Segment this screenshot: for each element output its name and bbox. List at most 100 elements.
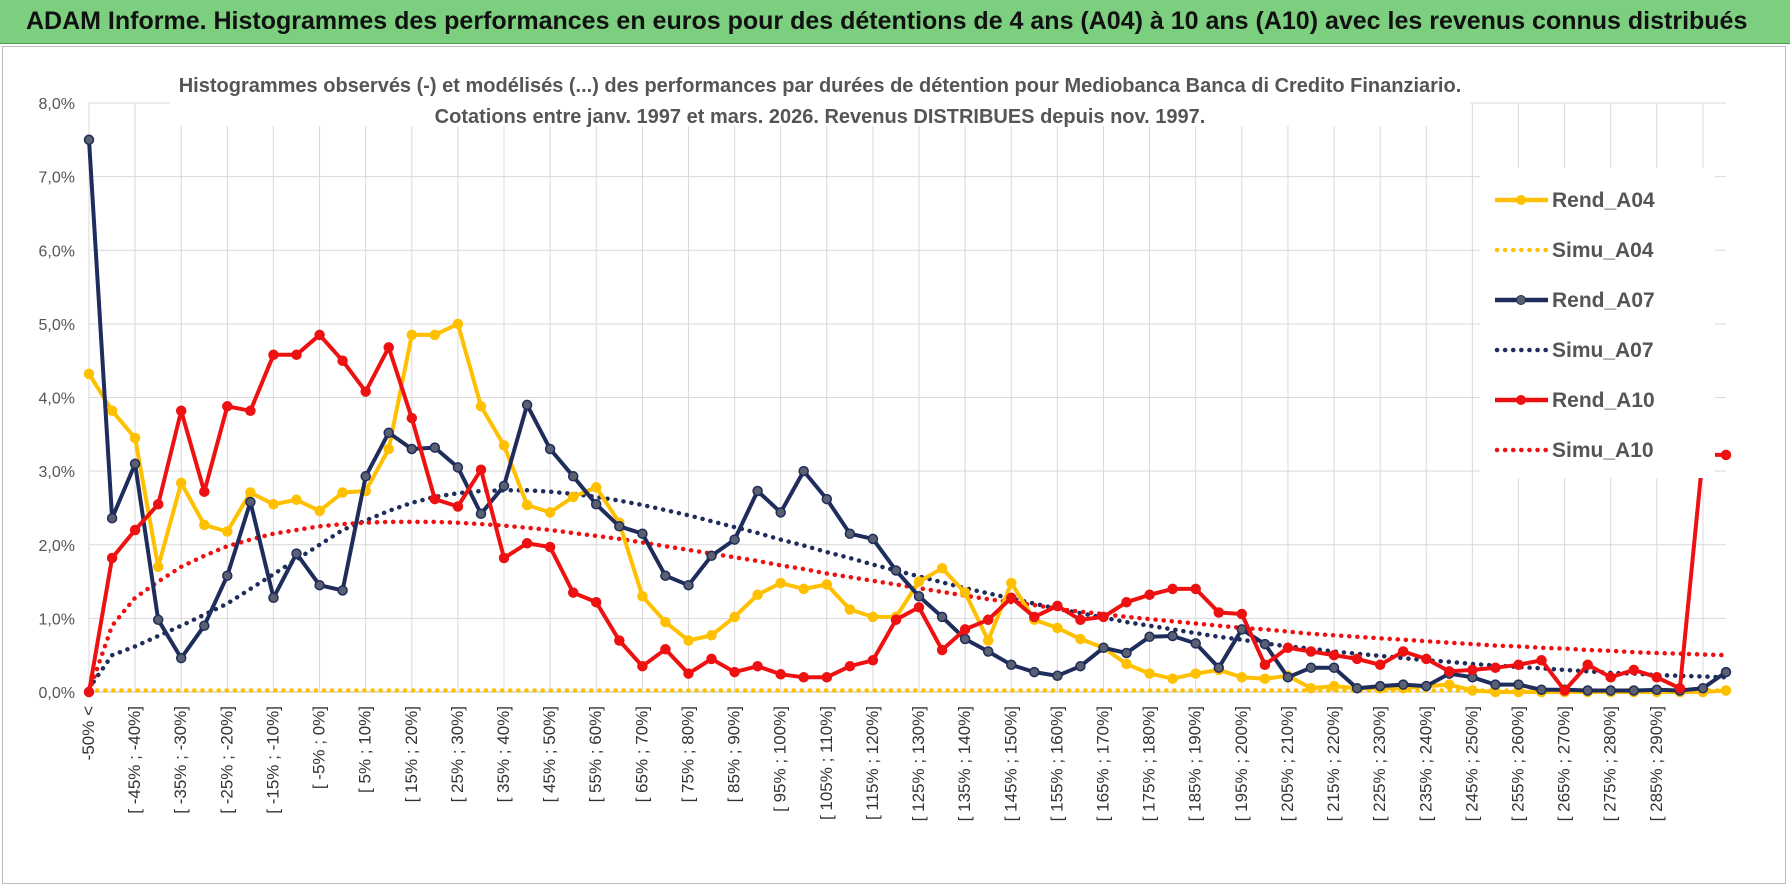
x-tick-label: [ 185% ; 190%] [1186, 706, 1205, 821]
x-tick-label: [ 75% ; 80%] [678, 706, 697, 802]
data-point [1697, 683, 1709, 694]
x-tick-label: [ 135% ; 140%] [955, 706, 974, 821]
data-point [152, 499, 164, 510]
x-tick-label: [ -35% ; -30%] [171, 706, 190, 814]
data-point [1444, 679, 1455, 690]
data-point [498, 440, 510, 451]
y-tick-label: 0,0% [39, 685, 75, 702]
x-tick-label: [ 165% ; 170%] [1093, 706, 1112, 821]
data-point [337, 585, 348, 596]
y-tick-label: 2,0% [39, 538, 75, 555]
data-point [1651, 672, 1663, 683]
data-point [1190, 668, 1201, 679]
x-tick-label: [ 225% ; 230%] [1370, 706, 1389, 821]
data-point [1513, 679, 1524, 690]
x-tick-label: [ -15% ; -10%] [263, 706, 282, 814]
data-point [959, 587, 971, 598]
data-point [1397, 679, 1409, 690]
data-point [683, 579, 694, 591]
banner: ADAM Informe. Histogrammes des performan… [0, 0, 1790, 44]
data-point [1605, 685, 1616, 696]
data-point [1490, 662, 1501, 673]
data-point [1605, 672, 1616, 683]
legend-item-Simu_A04: Simu_A04 [1494, 239, 1654, 262]
legend-marker [1516, 395, 1526, 405]
data-point [729, 611, 740, 623]
y-axis-ticks: 0,0% 1,0% 2,0% 3,0% 4,0% 5,0% 6,0% 7,0% 8,0% [39, 96, 75, 702]
data-point [1282, 672, 1294, 683]
legend-marker [1516, 195, 1526, 205]
data-point [1236, 624, 1248, 635]
data-point [614, 635, 625, 646]
data-point [1075, 614, 1086, 626]
data-point [752, 485, 763, 497]
data-point [152, 614, 164, 626]
data-point [706, 630, 717, 641]
data-point [913, 576, 925, 587]
data-point [1190, 638, 1201, 649]
data-point [1374, 659, 1386, 671]
data-point [567, 471, 579, 482]
data-point [175, 477, 187, 489]
data-point [199, 486, 210, 497]
data-point [1305, 646, 1317, 657]
x-tick-label: [ 255% ; 260%] [1508, 706, 1527, 821]
x-tick-label: -50% < [79, 706, 98, 760]
data-point [1236, 608, 1248, 620]
data-point [314, 329, 325, 341]
x-tick-label: [ 85% ; 90%] [725, 706, 744, 802]
data-point [1006, 577, 1017, 589]
data-point [1052, 622, 1063, 634]
data-point [1167, 583, 1178, 595]
data-point [982, 635, 994, 646]
banner-title: ADAM Informe. Histogrammes des performan… [26, 7, 1748, 35]
data-point [729, 534, 740, 545]
data-point [1559, 685, 1570, 696]
data-point [1098, 611, 1109, 623]
data-point [406, 412, 418, 424]
data-point [1144, 589, 1155, 601]
data-point [1351, 683, 1363, 694]
x-tick-label: [ 5% ; 10%] [356, 706, 375, 793]
data-point [936, 563, 948, 574]
data-point [890, 565, 902, 576]
data-point [660, 616, 671, 628]
data-point [1121, 596, 1132, 608]
data-point [1259, 673, 1271, 684]
data-point [1720, 685, 1732, 696]
data-point [1075, 660, 1086, 672]
data-point [1328, 662, 1340, 673]
data-point [959, 633, 971, 645]
data-point [1052, 600, 1063, 612]
data-point [637, 528, 648, 539]
data-point [1720, 449, 1732, 461]
data-point [1259, 659, 1271, 671]
data-point [706, 550, 717, 562]
data-point [913, 591, 925, 602]
x-tick-label: [ -45% ; -40%] [125, 706, 144, 814]
x-tick-label: [ 35% ; 40%] [494, 706, 513, 802]
data-point [821, 672, 833, 683]
data-point [1098, 642, 1109, 654]
data-point [1144, 668, 1155, 679]
data-point [360, 386, 371, 397]
data-point [429, 329, 441, 341]
data-point [383, 427, 394, 439]
data-point [1282, 642, 1294, 654]
data-point [1328, 680, 1340, 692]
data-point [1674, 683, 1686, 694]
data-point [1305, 683, 1317, 694]
data-point [106, 405, 118, 417]
data-point [798, 672, 809, 683]
data-point [152, 561, 164, 573]
data-point [429, 442, 441, 453]
data-point [245, 496, 256, 508]
y-tick-label: 7,0% [39, 170, 75, 187]
legend-marker [1516, 295, 1526, 305]
x-tick-label: [ 275% ; 280%] [1601, 706, 1620, 821]
data-point [590, 499, 602, 510]
data-point [1167, 673, 1178, 684]
x-tick-label: [ 265% ; 270%] [1555, 706, 1574, 821]
data-point [590, 596, 602, 608]
data-point [475, 464, 487, 475]
